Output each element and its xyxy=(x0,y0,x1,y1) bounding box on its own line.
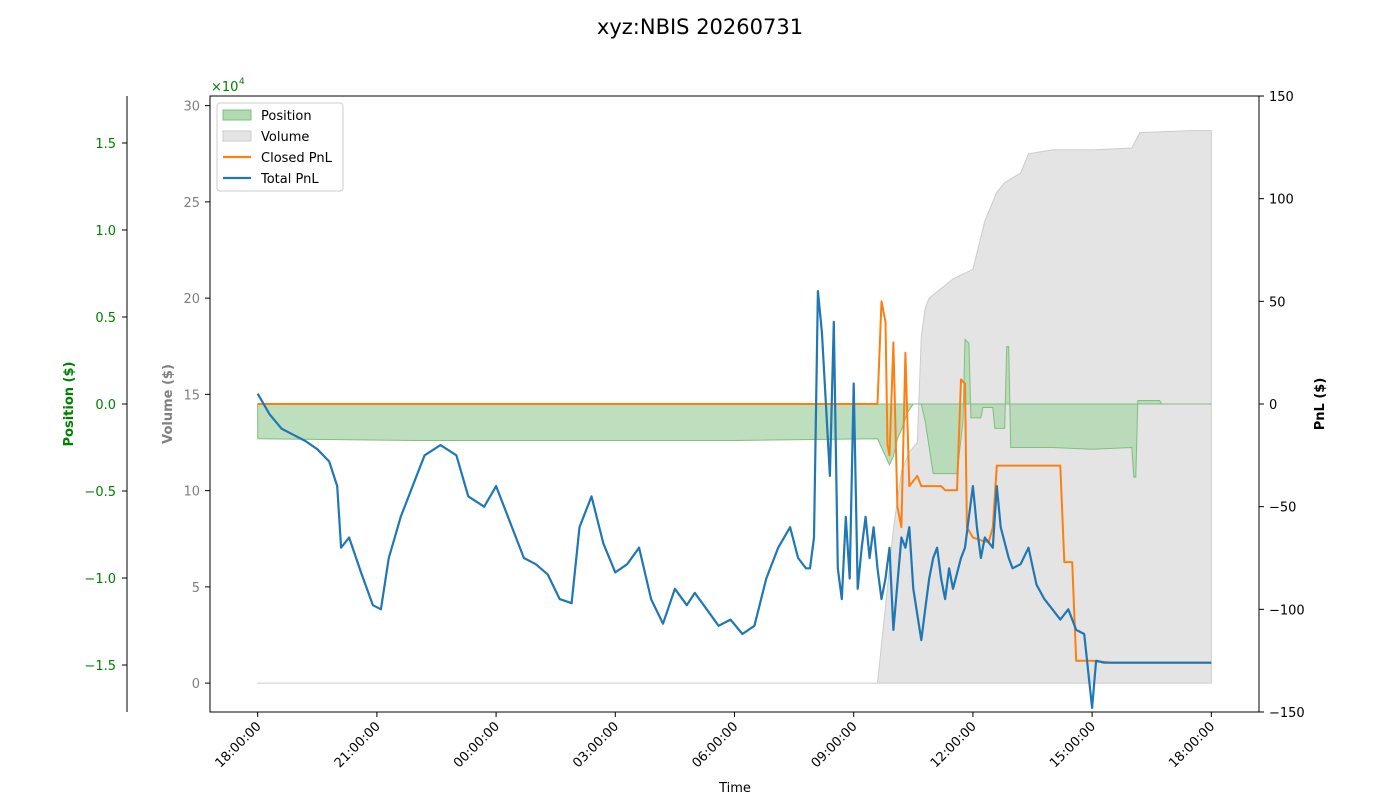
time-tick-label: 21:00:00 xyxy=(332,719,384,771)
pnl-tick-label: −50 xyxy=(1269,501,1296,516)
legend-box xyxy=(216,102,344,192)
time-tick-label: 03:00:00 xyxy=(570,719,622,771)
legend-label: Position xyxy=(261,109,312,124)
position-axis-title: Position ($) xyxy=(62,362,77,447)
position-tick-label: −1.5 xyxy=(84,659,116,674)
legend-label: Closed PnL xyxy=(261,151,333,166)
pnl-tick-label: 0 xyxy=(1269,398,1277,413)
time-axis: 18:00:00 21:00:00 00:00:00 03:00:00 06:00:00… xyxy=(213,712,1218,771)
volume-tick-label: 20 xyxy=(183,292,200,307)
volume-tick-label: 5 xyxy=(192,581,200,596)
pnl-tick-label: −100 xyxy=(1269,603,1305,618)
position-tick-label: 1.5 xyxy=(95,137,116,152)
position-tick-label: 0.0 xyxy=(95,398,116,413)
position-tick-label: 0.5 xyxy=(95,311,116,326)
pnl-axis-title: PnL ($) xyxy=(1313,378,1328,431)
volume-axis-title: Volume ($) xyxy=(161,364,176,444)
position-area xyxy=(257,338,1212,478)
volume-tick-label: 25 xyxy=(183,196,200,211)
volume-tick-label: 15 xyxy=(183,388,200,403)
total-pnl-line xyxy=(256,290,1212,710)
legend: Position Volume Closed PnL Total PnL xyxy=(216,102,344,192)
time-axis-title: Time xyxy=(718,781,751,796)
chart-title: xyz:NBIS 20260731 xyxy=(597,15,803,39)
position-scale-exponent: 4 xyxy=(239,77,245,87)
position-tick-label: 1.0 xyxy=(95,224,116,239)
plot-area xyxy=(256,130,1212,710)
position-axis: 1.5 1.0 0.5 0.0 −0.5 −1.0 −1.5 xyxy=(84,96,128,712)
time-tick-label: 18:00:00 xyxy=(213,719,265,771)
closed-pnl-line xyxy=(257,300,1212,664)
legend-label: Total PnL xyxy=(260,172,319,187)
pnl-tick-label: −150 xyxy=(1269,706,1305,721)
volume-axis: 30 25 20 15 10 5 0 xyxy=(183,100,210,692)
position-scale-text: ×10 xyxy=(211,80,238,95)
position-tick-label: −0.5 xyxy=(84,485,116,500)
pnl-tick-label: 50 xyxy=(1269,295,1286,310)
time-tick-label: 12:00:00 xyxy=(928,719,980,771)
position-tick-label: −1.0 xyxy=(84,572,116,587)
pnl-axis: 150 100 50 0 −50 −100 −150 xyxy=(1259,90,1305,721)
pnl-tick-label: 150 xyxy=(1269,90,1294,105)
pnl-tick-label: 100 xyxy=(1269,193,1294,208)
legend-swatch-volume xyxy=(222,130,252,142)
time-tick-label: 00:00:00 xyxy=(451,719,503,771)
position-area-series xyxy=(257,338,1212,478)
time-tick-label: 06:00:00 xyxy=(689,719,741,771)
volume-tick-label: 10 xyxy=(183,485,200,500)
legend-label: Volume xyxy=(261,130,309,145)
total-pnl-line-series xyxy=(256,290,1212,710)
volume-tick-label: 0 xyxy=(192,677,200,692)
closed-pnl-line-series xyxy=(257,300,1212,664)
volume-tick-label: 30 xyxy=(183,100,200,115)
position-scale-label: ×10 4 xyxy=(211,77,245,95)
time-tick-label: 09:00:00 xyxy=(809,719,861,771)
time-tick-label: 15:00:00 xyxy=(1047,719,1099,771)
time-tick-label: 18:00:00 xyxy=(1166,719,1218,771)
legend-swatch-position xyxy=(222,109,252,121)
